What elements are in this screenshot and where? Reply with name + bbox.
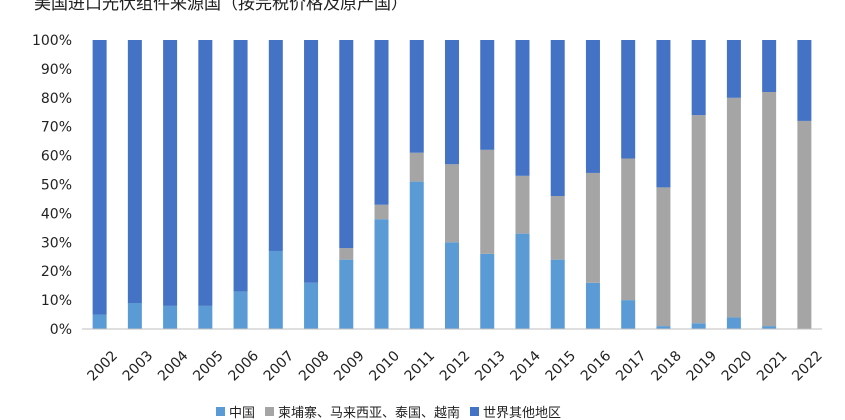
bar-segment [480, 149, 495, 254]
x-tick-label: 2021 [754, 348, 791, 385]
legend-label: 中国 [229, 406, 255, 420]
bar-segment [691, 40, 706, 116]
x-tick-label: 2007 [261, 348, 298, 385]
bar-segment [656, 40, 671, 188]
bar-segment [268, 250, 283, 329]
bar-segment [762, 40, 777, 93]
bar-segment [233, 40, 248, 292]
bar-segment [550, 196, 565, 260]
x-axis: 2002200320042005200620072008200920102011… [85, 348, 826, 385]
bar-segment [163, 305, 178, 329]
legend-label: 柬埔寨、马来西亚、泰国、越南 [278, 405, 460, 420]
bar-segment [163, 40, 178, 306]
x-tick-label: 2006 [225, 348, 262, 385]
y-tick-label: 50% [41, 178, 72, 194]
bar-segment [515, 40, 530, 176]
x-tick-label: 2012 [437, 348, 474, 385]
bar-segment [480, 253, 495, 329]
y-tick-label: 100% [32, 33, 72, 49]
bar-segment [409, 40, 424, 153]
bar-segment [233, 291, 248, 329]
bar-segment [515, 233, 530, 329]
bar-segment [409, 181, 424, 329]
legend-label: 世界其他地区 [483, 406, 561, 420]
bar-segment [656, 187, 671, 327]
bar-segment [621, 40, 636, 159]
x-tick-label: 2017 [613, 348, 650, 385]
y-tick-label: 10% [41, 293, 72, 309]
bar-segment [480, 40, 495, 150]
bar-segment [656, 326, 671, 329]
x-tick-label: 2019 [684, 348, 721, 385]
bar-segment [304, 282, 319, 329]
x-tick-label: 2013 [472, 348, 509, 385]
bar-segment [726, 97, 741, 318]
x-tick-label: 2005 [190, 348, 227, 385]
bar-segment [585, 172, 600, 283]
bar-segment [550, 40, 565, 197]
bar-segment [374, 204, 389, 220]
y-tick-label: 70% [41, 120, 72, 136]
y-tick-label: 0% [50, 322, 72, 338]
bar-segment [339, 259, 354, 329]
legend-swatch [470, 407, 479, 416]
chart-title: 美国进口光伏组件来源国（按完税价格及原产国） [34, 0, 408, 14]
bar-segment [92, 314, 107, 329]
y-tick-label: 90% [41, 62, 72, 78]
x-tick-label: 2016 [578, 348, 615, 385]
legend: 中国 柬埔寨、马来西亚、泰国、越南 世界其他地区 [216, 405, 561, 420]
y-axis: 0% 10% 20% 30% 40% 50% 60% 70% 80% 90% 100% [32, 33, 72, 338]
legend-swatch [265, 407, 274, 416]
bar-segment [585, 282, 600, 329]
bar-segment [92, 40, 107, 315]
bar-segment [621, 158, 636, 301]
bar-segment [797, 40, 812, 121]
x-tick-label: 2008 [296, 348, 333, 385]
x-tick-label: 2022 [789, 348, 826, 385]
x-tick-label: 2020 [719, 348, 756, 385]
legend-swatch [216, 407, 225, 416]
y-tick-label: 80% [41, 91, 72, 107]
bar-segment [198, 40, 213, 306]
bar-segment [550, 259, 565, 329]
bar-segment [691, 115, 706, 324]
y-tick-label: 40% [41, 206, 72, 222]
bar-segment [198, 305, 213, 329]
x-tick-label: 2010 [366, 348, 403, 385]
y-tick-label: 20% [41, 264, 72, 280]
bar-segment [762, 326, 777, 329]
bar-segment [691, 323, 706, 329]
x-tick-label: 2009 [331, 348, 368, 385]
bar-segment [585, 40, 600, 173]
bar-segment [726, 317, 741, 329]
bar-segment [304, 40, 319, 283]
bar-segment [762, 92, 777, 327]
bar-segment [445, 242, 459, 329]
bar-segment [127, 40, 142, 303]
bar-segment [374, 40, 389, 205]
bar-segment [515, 175, 530, 234]
bar-segment [339, 40, 354, 249]
bar-segment [127, 302, 142, 329]
bar-segment [374, 219, 389, 329]
y-tick-label: 60% [41, 149, 72, 165]
bar-segment [797, 120, 812, 329]
x-tick-label: 2011 [402, 348, 439, 385]
x-tick-label: 2003 [120, 348, 157, 385]
x-tick-label: 2018 [648, 348, 685, 385]
x-tick-label: 2002 [85, 348, 122, 385]
bar-segment [621, 300, 636, 329]
bar-segment [445, 164, 459, 243]
x-tick-label: 2015 [543, 348, 580, 385]
y-tick-label: 30% [41, 235, 72, 251]
bar-segment [339, 248, 354, 260]
bar-segment [409, 152, 424, 182]
bar-segment [268, 40, 283, 251]
bar-segment [445, 40, 459, 165]
x-tick-label: 2014 [507, 348, 544, 385]
bars-group [92, 40, 812, 329]
bar-segment [726, 40, 741, 98]
x-tick-label: 2004 [155, 348, 192, 385]
